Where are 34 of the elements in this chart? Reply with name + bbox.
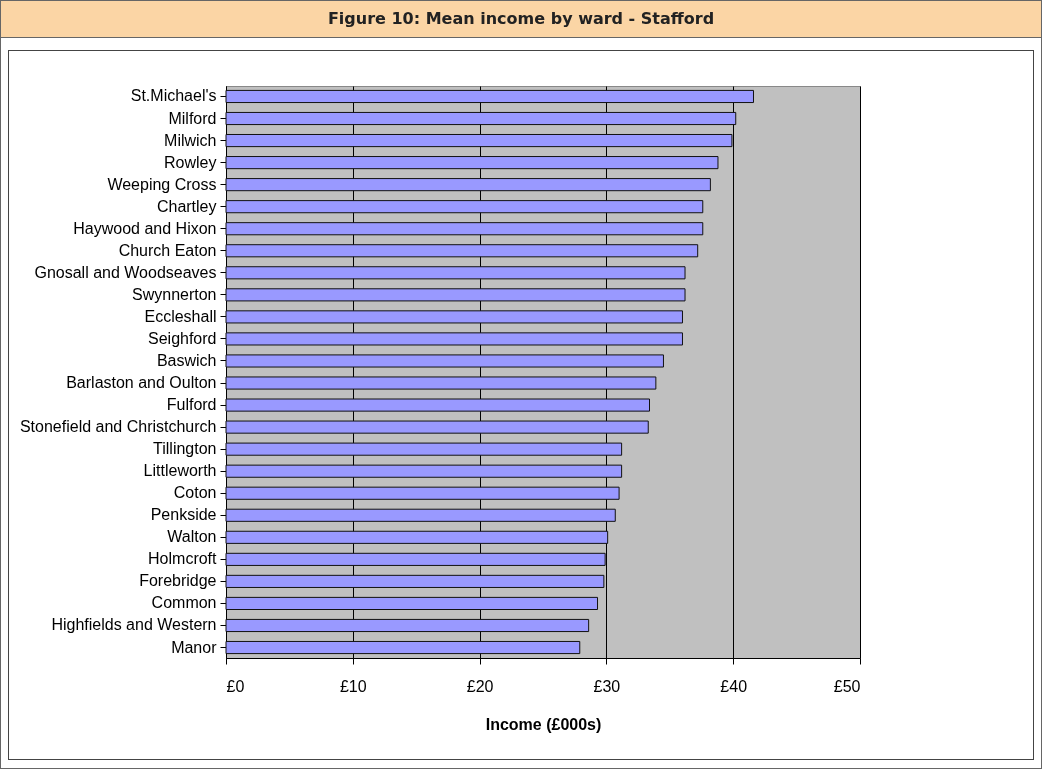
y-tick-label: Eccleshall <box>144 307 217 325</box>
y-tick-label: Common <box>151 594 217 612</box>
y-tick-label: Milwich <box>164 131 217 149</box>
x-tick-label: £10 <box>339 677 367 695</box>
y-tick-label: Highfields and Western <box>51 616 217 634</box>
x-tick-label: £20 <box>466 677 494 695</box>
y-tick-label: Seighford <box>148 329 217 347</box>
chart-title: Figure 10: Mean income by ward - Stafford <box>1 1 1041 38</box>
y-tick-label: St.Michael's <box>130 87 217 105</box>
y-tick-label: Coton <box>173 484 217 502</box>
y-tick-label: Holmcroft <box>148 550 218 568</box>
y-tick-label: Penkside <box>150 506 217 524</box>
y-tick-label: Forebridge <box>139 572 217 590</box>
y-tick-label: Rowley <box>164 153 217 171</box>
y-tick-label: Weeping Cross <box>107 175 217 193</box>
y-tick-label: Stonefield and Christchurch <box>19 418 217 436</box>
x-axis-title: Income (£000s) <box>485 715 602 733</box>
y-tick-label: Chartley <box>156 197 217 215</box>
y-tick-label: Barlaston and Oulton <box>66 374 217 392</box>
x-tick-label: £30 <box>593 677 621 695</box>
y-tick-label: Littleworth <box>143 462 217 480</box>
y-tick-label: Tillington <box>153 440 217 458</box>
x-tick-label: £0 <box>226 677 245 695</box>
y-tick-label: Fulford <box>166 396 217 414</box>
y-tick-label: Manor <box>171 638 218 656</box>
y-tick-label: Swynnerton <box>132 285 217 303</box>
y-tick-label: Gnosall and Woodseaves <box>34 263 217 281</box>
y-tick-label: Church Eaton <box>118 241 217 259</box>
y-tick-label: Haywood and Hixon <box>73 219 217 237</box>
y-tick-label: Walton <box>167 528 217 546</box>
y-tick-label: Milford <box>168 109 217 127</box>
x-tick-label: £40 <box>720 677 748 695</box>
y-tick-label: Baswich <box>156 351 217 369</box>
x-tick-label: £50 <box>833 677 861 695</box>
